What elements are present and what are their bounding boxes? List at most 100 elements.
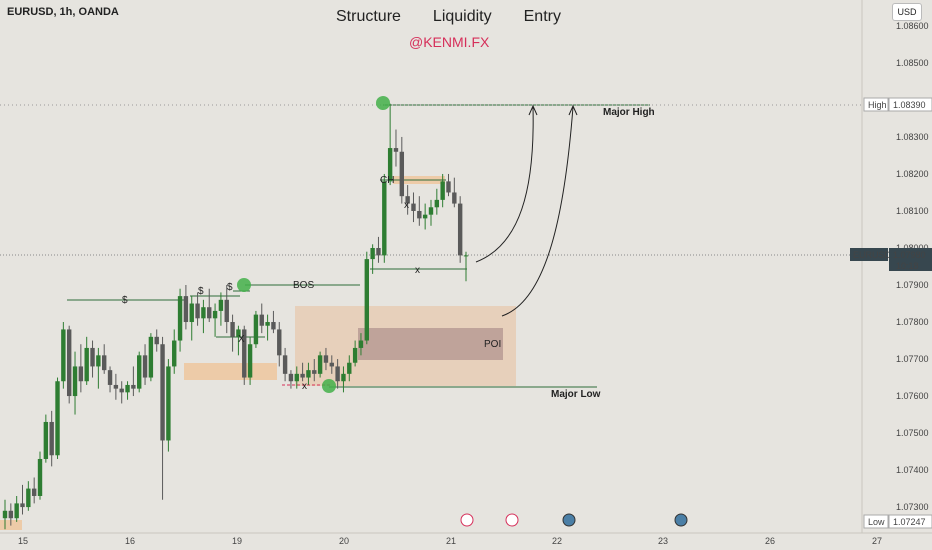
candle-body (31, 488, 37, 496)
candle (142, 344, 148, 385)
candle-body (61, 329, 66, 382)
candle-body (434, 199, 440, 208)
candle (317, 351, 323, 378)
time-tick-label: 19 (232, 536, 242, 546)
candle (2, 499, 8, 530)
candle-body (224, 299, 229, 323)
candle (78, 344, 84, 393)
candle (393, 129, 399, 167)
candle-body (183, 296, 189, 323)
candle-body (177, 296, 183, 341)
price-tick-label: 1.08300 (896, 132, 929, 142)
high-badge-text: High (868, 100, 887, 110)
candle (55, 377, 60, 459)
candle (113, 373, 119, 400)
price-tick-label: 1.08100 (896, 206, 929, 216)
candle (364, 251, 369, 345)
candle-body (387, 148, 393, 182)
liquidity-label-1: $ (122, 295, 128, 306)
candle (119, 381, 124, 404)
candle (405, 185, 410, 215)
candle-body (107, 370, 113, 385)
candle (277, 322, 282, 367)
price-tick-label: 1.07400 (896, 465, 929, 475)
major-high-label: Major High (603, 107, 655, 118)
candle-body (452, 192, 457, 204)
poi-label: POI (484, 339, 501, 350)
candle-body (84, 347, 89, 382)
candle (26, 481, 31, 511)
candle-body (364, 259, 369, 341)
event-icon-flash[interactable] (460, 513, 474, 527)
candle-body (201, 307, 206, 319)
candle-body (207, 307, 212, 319)
candle-body (230, 322, 235, 337)
candle (323, 347, 329, 371)
candle (282, 347, 288, 382)
candle-body (131, 384, 136, 389)
candle (253, 310, 259, 348)
price-tick-label: 1.08200 (896, 169, 929, 179)
candle (335, 359, 340, 389)
price-tick-label: 1.07600 (896, 391, 929, 401)
candle-body (277, 329, 282, 356)
candle (102, 344, 107, 374)
candle-body (294, 373, 299, 382)
candle-body (253, 314, 259, 345)
candle (312, 359, 317, 382)
candle (428, 199, 434, 226)
projection-arrow-2 (501, 106, 574, 317)
event-icon-globe-2[interactable] (674, 513, 688, 527)
candle-body (271, 322, 276, 330)
candle-body (259, 314, 264, 326)
choch-label: CH (380, 175, 394, 186)
candle (457, 196, 463, 263)
time-tick-label: 26 (765, 536, 775, 546)
candle-body (382, 181, 387, 256)
event-icon-globe-1[interactable] (562, 513, 576, 527)
candle (341, 366, 346, 393)
event-icon-flag-1[interactable] (505, 513, 519, 527)
candle (96, 347, 101, 389)
candle (90, 340, 95, 378)
currency-button[interactable]: USD (892, 3, 922, 21)
candle (160, 336, 165, 500)
candle-body (26, 488, 31, 508)
candle (247, 336, 253, 385)
price-tick-label: 1.07300 (896, 502, 929, 512)
candle-body (352, 347, 358, 363)
candle-body (37, 458, 43, 496)
candle-body (236, 329, 241, 337)
candle-body (189, 303, 194, 323)
candle (422, 203, 428, 230)
candle (125, 381, 130, 400)
high-badge-label (863, 97, 889, 112)
candle (417, 196, 422, 226)
candle (387, 103, 393, 186)
candle (107, 366, 113, 393)
candle (66, 325, 72, 404)
candle-body (195, 303, 200, 319)
candle-body (212, 310, 218, 319)
candle (131, 366, 136, 397)
candle-body (78, 366, 84, 382)
candle (14, 495, 19, 522)
major-low-point (322, 379, 336, 393)
brand-handle: @KENMI.FX (409, 34, 490, 50)
candle-body (376, 247, 381, 256)
candle (172, 329, 177, 374)
symbol-badge-text: EURUSD (853, 250, 892, 260)
low-badge-price: 1.07247 (893, 517, 926, 527)
candle (43, 414, 49, 463)
symbol-title: EURUSD, 1h, OANDA (7, 6, 119, 18)
candle-body (247, 344, 253, 378)
candle-body (457, 203, 463, 256)
candle-body (2, 510, 8, 519)
candle-body (300, 373, 305, 378)
sweep-x-label: x (415, 265, 420, 276)
candle-body (66, 329, 72, 397)
projection-arrow-2-head (568, 104, 578, 116)
candle (376, 236, 381, 263)
candle-body (20, 503, 25, 508)
